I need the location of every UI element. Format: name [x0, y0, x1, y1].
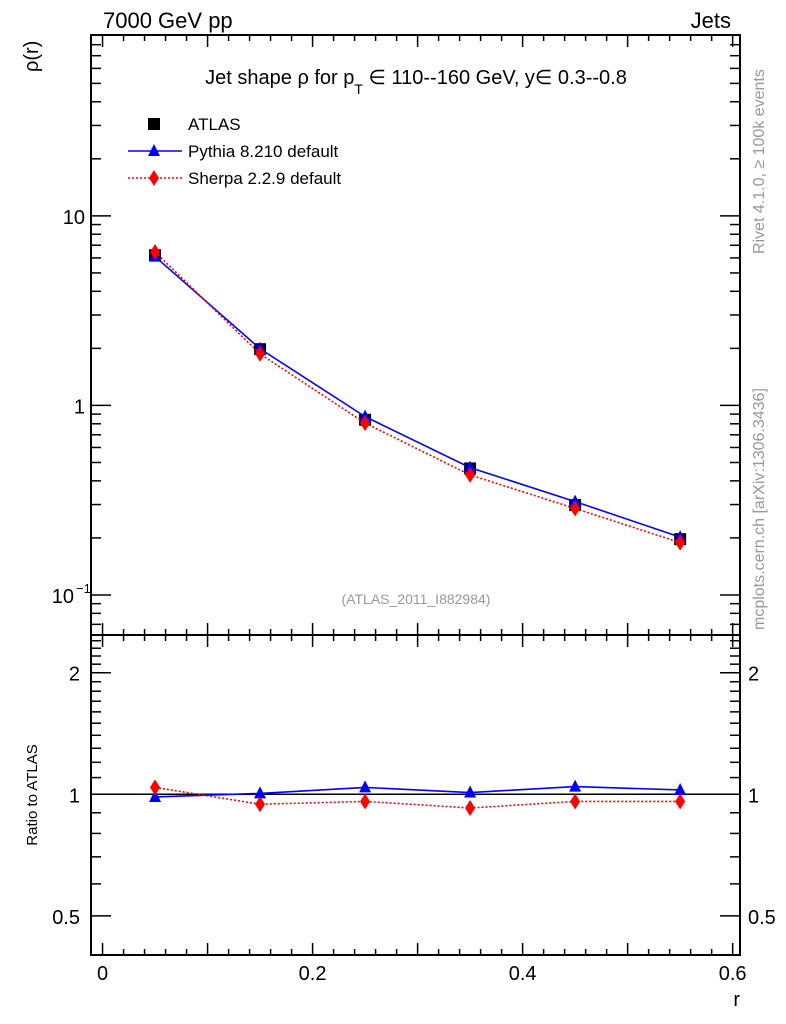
- ratio-pythia-point: [149, 789, 162, 802]
- ratio-pythia-point: [569, 779, 582, 792]
- ratio-sherpa-line: [154, 786, 681, 809]
- ratio-y-tick-label: 0.5: [52, 907, 80, 929]
- ratio-sherpa-point: [150, 779, 161, 796]
- y-tick-label: 10: [63, 207, 85, 229]
- sherpa-point: [255, 345, 266, 362]
- y-tick-label-exponent: −1: [76, 581, 91, 596]
- plot-title: Jet shape ρ for pT ∈ 110--160 GeV, y∈ 0.…: [205, 67, 627, 97]
- x-tick-label: 0.2: [299, 963, 327, 985]
- sherpa-point: [360, 415, 371, 432]
- mcplots-label: mcplots.cern.ch [arXiv:1306.3436]: [751, 388, 768, 630]
- ratio-sherpa-point: [465, 799, 476, 816]
- pythia-line: [154, 255, 681, 538]
- sherpa-point: [675, 534, 686, 551]
- x-tick-label: 0.4: [509, 963, 537, 985]
- y-tick-label: 1: [74, 396, 85, 418]
- ratio-pythia-point: [674, 782, 687, 795]
- ratio-sherpa-point: [570, 793, 581, 810]
- ratio-sherpa-point: [360, 793, 371, 810]
- y-axis-label: ρ(r): [21, 41, 43, 72]
- sherpa-point: [570, 500, 581, 517]
- legend: ATLAS Pythia 8.210 default Sherpa 2.2.9 de…: [128, 115, 341, 188]
- x-tick-label: 0: [97, 963, 108, 985]
- ratio-pythia-point: [464, 785, 477, 798]
- legend-marker: [148, 118, 160, 130]
- header-left: 7000 GeV pp: [103, 8, 233, 33]
- legend-label: Pythia 8.210 default: [188, 142, 339, 161]
- ratio-sherpa-point: [675, 793, 686, 810]
- ratio-y-tick-label-right: 0.5: [748, 907, 776, 929]
- sherpa-line: [154, 251, 681, 544]
- x-axis-label: r: [733, 989, 740, 1011]
- rivet-label: Rivet 4.1.0, ≥ 100k events: [751, 69, 768, 254]
- legend-marker: [148, 144, 160, 156]
- ratio-y-tick-label-right: 2: [748, 664, 759, 686]
- ratio-pythia-point: [254, 786, 267, 799]
- header-right: Jets: [691, 8, 731, 33]
- ratio-pythia-point: [359, 780, 372, 793]
- legend-label: ATLAS: [188, 115, 241, 134]
- ratio-y-axis-label: Ratio to ATLAS: [24, 744, 41, 845]
- sherpa-point: [150, 243, 161, 260]
- sherpa-point: [465, 466, 476, 483]
- ratio-y-tick-label: 1: [69, 785, 80, 807]
- watermark: (ATLAS_2011_I882984): [342, 591, 491, 607]
- ratio-y-tick-label-right: 1: [748, 785, 759, 807]
- y-tick-label: 10: [52, 586, 74, 608]
- pythia-point: [464, 460, 477, 473]
- ratio-pythia-line: [155, 785, 681, 798]
- legend-marker: [149, 170, 159, 186]
- ratio-sherpa-point: [255, 796, 266, 813]
- ratio-y-tick-label: 2: [69, 664, 80, 686]
- x-tick-label: 0.6: [719, 963, 747, 985]
- legend-label: Sherpa 2.2.9 default: [188, 169, 341, 188]
